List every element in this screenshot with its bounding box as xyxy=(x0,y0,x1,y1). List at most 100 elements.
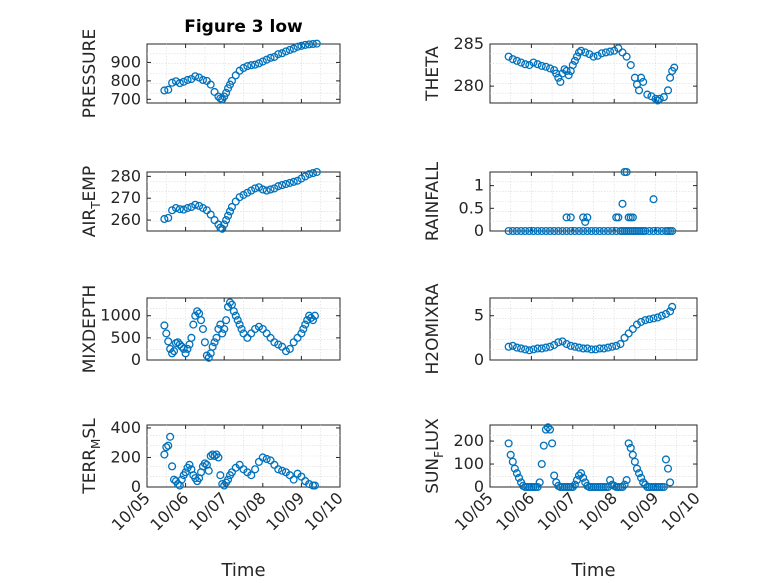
data-point xyxy=(514,473,524,482)
y-tick-label: 260 xyxy=(110,210,141,229)
data-point xyxy=(508,457,517,466)
data-point xyxy=(525,226,534,236)
data-point xyxy=(541,343,550,352)
data-point xyxy=(535,478,544,487)
data-point xyxy=(299,324,308,334)
data-point xyxy=(566,341,575,350)
data-point xyxy=(579,344,588,353)
data-point xyxy=(595,344,604,353)
data-point xyxy=(570,56,579,65)
data-point xyxy=(663,86,673,95)
data-point xyxy=(516,58,526,67)
data-point xyxy=(225,207,235,216)
data-point xyxy=(537,459,546,469)
data-point xyxy=(237,324,246,334)
data-point xyxy=(618,482,627,492)
data-point xyxy=(521,345,530,354)
data-point xyxy=(577,46,586,55)
data-point xyxy=(533,226,542,236)
data-point xyxy=(641,316,650,325)
data-point xyxy=(312,167,321,177)
data-point xyxy=(541,226,550,236)
data-point xyxy=(196,316,206,325)
data-point xyxy=(533,60,542,69)
data-point xyxy=(262,454,271,464)
data-point xyxy=(247,61,256,70)
data-point xyxy=(305,40,314,49)
data-point xyxy=(593,51,602,60)
data-point xyxy=(661,455,670,464)
data-point xyxy=(566,226,575,236)
data-point xyxy=(603,343,613,352)
data-point xyxy=(558,226,567,236)
data-point xyxy=(537,61,546,70)
data-point xyxy=(274,465,283,474)
data-point xyxy=(670,63,679,72)
series-points xyxy=(504,423,675,492)
data-point xyxy=(626,61,635,70)
data-point xyxy=(262,186,271,195)
y-tick-label: 1 xyxy=(474,176,484,195)
data-point xyxy=(305,170,314,179)
data-point xyxy=(308,169,318,178)
data-point xyxy=(225,298,235,307)
data-point xyxy=(285,344,294,353)
data-point xyxy=(574,343,584,352)
data-point xyxy=(529,345,538,354)
data-point xyxy=(510,464,519,473)
data-point xyxy=(289,177,298,186)
y-tick-label: 700 xyxy=(110,89,141,108)
data-point xyxy=(624,439,633,448)
data-point xyxy=(583,344,592,353)
data-point xyxy=(622,167,631,177)
data-point xyxy=(614,44,623,53)
data-point xyxy=(579,473,588,482)
data-point xyxy=(160,214,169,224)
y-tick-label: 285 xyxy=(453,34,484,53)
data-point xyxy=(591,226,600,236)
data-point xyxy=(227,202,236,212)
data-point xyxy=(508,226,517,236)
data-point xyxy=(581,48,590,57)
data-point xyxy=(171,77,181,86)
x-tick-label: 10/06 xyxy=(492,488,538,534)
data-point xyxy=(570,480,579,489)
data-point xyxy=(189,320,198,329)
data-point xyxy=(266,53,275,62)
data-point xyxy=(579,213,588,222)
data-point xyxy=(206,451,215,461)
data-point xyxy=(224,211,233,220)
data-point xyxy=(666,307,675,316)
y-axis-label: H2OMIXRA xyxy=(423,283,443,374)
data-point xyxy=(285,45,294,54)
data-point xyxy=(164,441,173,450)
data-point xyxy=(179,205,188,214)
data-point xyxy=(554,338,563,347)
data-point xyxy=(239,63,248,73)
data-point xyxy=(610,46,619,55)
data-point xyxy=(289,44,298,53)
chart-title: Figure 3 low xyxy=(184,17,303,37)
data-point xyxy=(233,316,242,325)
x-tick-label: 10/08 xyxy=(224,488,270,534)
data-point xyxy=(647,92,656,101)
axes-panel-6: 0 5 H2OMIXRA xyxy=(423,283,698,375)
data-point xyxy=(548,439,557,448)
data-point xyxy=(566,213,575,222)
data-point xyxy=(661,309,670,318)
x-axis-label: Time xyxy=(570,560,615,581)
data-point xyxy=(651,94,660,103)
x-axis-label: Time xyxy=(220,560,265,581)
data-point xyxy=(220,324,229,334)
y-axis-label: RAINFALL xyxy=(423,161,443,241)
data-point xyxy=(191,200,200,209)
data-point xyxy=(529,58,538,67)
data-point xyxy=(637,317,646,326)
x-tick-label: 10/08 xyxy=(575,488,621,534)
data-point xyxy=(628,450,637,459)
y-tick-label: 100 xyxy=(453,454,484,473)
data-point xyxy=(628,324,637,334)
data-point xyxy=(218,329,227,338)
